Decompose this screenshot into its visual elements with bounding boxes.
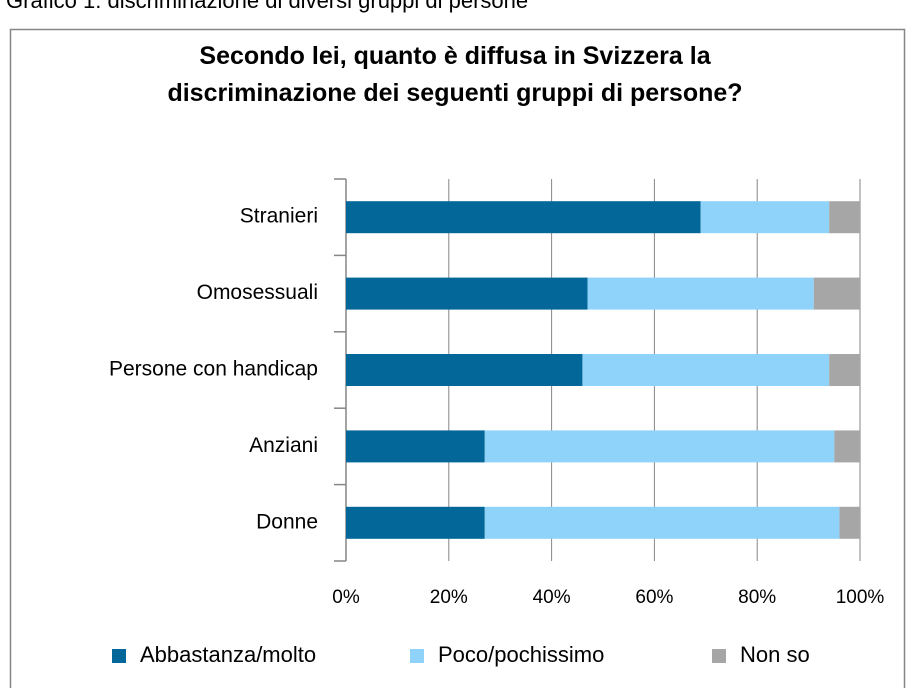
x-tick-label: 40% xyxy=(533,587,571,608)
bar-segment xyxy=(829,354,860,386)
y-tick-label: Stranieri xyxy=(240,205,318,228)
y-tick-label: Omosessuali xyxy=(197,281,318,304)
bar-segment xyxy=(829,201,860,234)
chart-title: Secondo lei, quanto è diffusa in Svizzer… xyxy=(167,42,743,107)
chart-border xyxy=(9,28,906,688)
legend-label: Poco/pochissimo xyxy=(438,642,604,667)
legend-label: Non so xyxy=(740,642,810,667)
x-tick-label: 100% xyxy=(836,587,885,608)
bar-segment xyxy=(839,506,860,539)
x-tick-label: 80% xyxy=(738,587,776,608)
bar-segment xyxy=(582,354,830,386)
bar-segment xyxy=(813,277,860,310)
legend-label: Abbastanza/molto xyxy=(140,642,316,667)
legend-swatch xyxy=(112,649,126,663)
bar-segment xyxy=(346,354,583,386)
bar-segment xyxy=(484,430,835,463)
x-tick-label: 20% xyxy=(430,587,468,608)
x-tick-label: 60% xyxy=(635,587,673,608)
y-tick-label: Persone con handicap xyxy=(109,358,318,381)
bar-segment xyxy=(700,201,830,234)
bar-segment xyxy=(346,277,588,310)
y-tick-label: Donne xyxy=(256,510,318,533)
bar-segment xyxy=(834,430,860,463)
bar-segment xyxy=(484,506,840,539)
legend-swatch xyxy=(712,649,726,663)
caption: Grafico 1: discriminazione di diversi gr… xyxy=(6,0,528,13)
bar-segment xyxy=(346,430,485,463)
bar-segment xyxy=(587,277,814,310)
legend-swatch xyxy=(410,649,424,663)
bar-segment xyxy=(346,201,701,234)
x-tick-label: 0% xyxy=(332,587,360,608)
bar-segment xyxy=(346,506,485,539)
y-tick-label: Anziani xyxy=(249,434,318,457)
